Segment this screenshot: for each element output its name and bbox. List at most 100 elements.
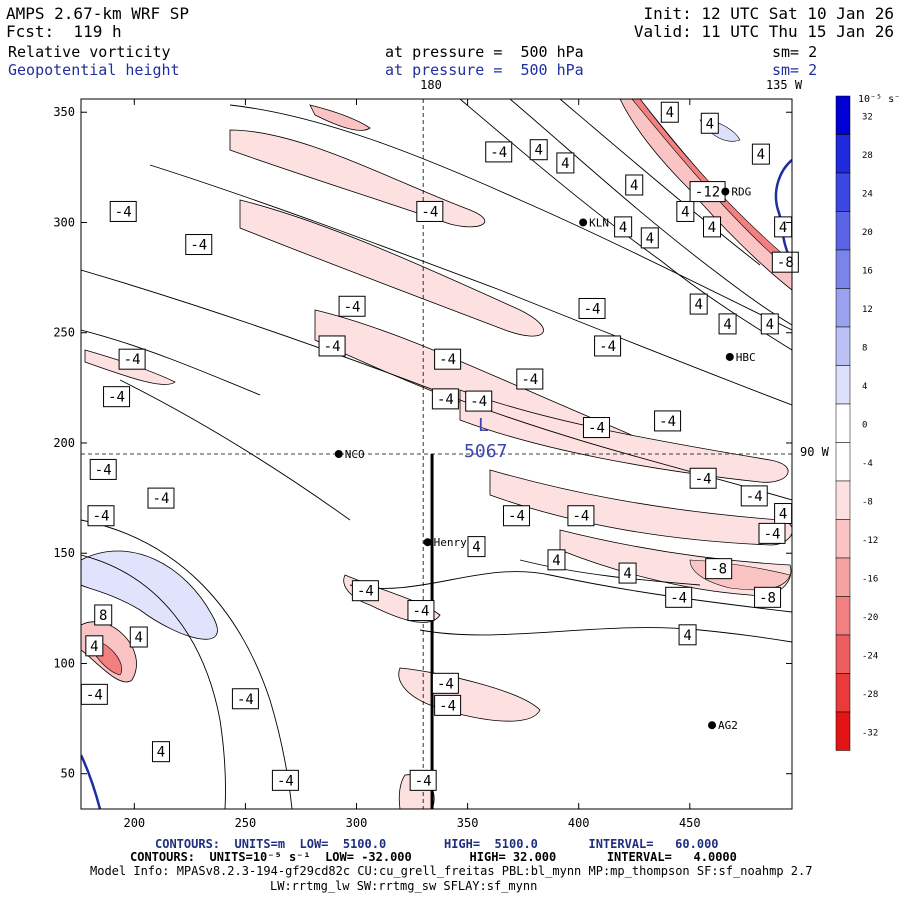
field1-level: at pressure = 500 hPa <box>385 43 584 61</box>
contour-label-value: 4 <box>472 540 480 556</box>
contour-label: -4 <box>416 200 444 222</box>
field1-smoothing: sm= 2 <box>772 43 818 61</box>
contour-label-value: 4 <box>135 630 143 646</box>
contour-label-value: 4 <box>708 220 716 236</box>
contour-label: -8 <box>705 558 733 580</box>
contour-label: 4 <box>751 143 770 165</box>
contour-label-box <box>567 505 595 527</box>
colorbar-level-label: -32 <box>862 728 878 738</box>
contour-label-value: -4 <box>115 204 132 220</box>
colorbar-cell <box>835 288 851 328</box>
contour-label-layer: 4 4 4 -4 4 4 4 -12 -4 -4 4 4 4 4 4 -4 -8 -4 -4 4 4 4 -4 -4 -4 -4 -… <box>80 101 799 791</box>
station-marker <box>708 721 717 730</box>
contour-label: -4 <box>351 580 379 602</box>
contour-label: -4 <box>109 200 137 222</box>
contour-label-value: -8 <box>710 562 727 578</box>
vorticity-fill-layer <box>81 99 792 809</box>
contour-label-box <box>578 297 606 319</box>
contour-label: -4 <box>231 688 259 710</box>
contour-label: -4 <box>665 586 693 608</box>
contour-label: -8 <box>771 251 799 273</box>
contour-label: 4 <box>547 549 566 571</box>
station-layer: NCO Henry KLN RDG HBC AG2 <box>334 186 756 732</box>
station-marker <box>579 218 588 227</box>
contour-label: 4 <box>689 293 708 315</box>
colorbar-level-label: -4 <box>862 459 873 469</box>
vorticity-map: 4 4 4 -4 4 4 4 -12 -4 -4 4 4 4 4 4 -4 -8 -4 -4 4 4 4 -4 -4 -4 -4 -… <box>53 78 829 830</box>
colorbar-cell <box>835 480 851 520</box>
low-center-symbol: L <box>478 415 489 436</box>
contour-label-box <box>467 536 486 558</box>
y-tick-label: 100 <box>53 656 75 670</box>
contour-label-value: 8 <box>99 608 107 624</box>
contour-label-value: 4 <box>552 553 560 569</box>
contours-height-info: CONTOURS: UNITS=m LOW= 5100.0 HIGH= 5100… <box>155 837 719 851</box>
contour-label-value: 4 <box>646 231 654 247</box>
contour-label: 4 <box>151 741 170 763</box>
colorbar-level-label: 4 <box>862 382 867 392</box>
colorbar-level-label: 32 <box>862 112 873 122</box>
contour-label: 4 <box>129 626 148 648</box>
contour-label-box <box>700 112 719 134</box>
y-tick-label: 350 <box>53 105 75 119</box>
contour-label: -4 <box>185 234 213 256</box>
colorbar-level-label: 0 <box>862 420 867 430</box>
model-info-line1: Model Info: MPASv8.2.3-194-gf29cd82c CU:… <box>90 864 813 878</box>
contour-label-box <box>109 200 137 222</box>
contour-label-value: -4 <box>413 604 430 620</box>
contour-label-box <box>434 694 462 716</box>
contour-label: 4 <box>640 227 659 249</box>
contour-label-value: -4 <box>95 462 112 478</box>
contour-label-value: -4 <box>439 352 456 368</box>
contour-label-value: 4 <box>681 204 689 220</box>
height-contour-layer <box>81 159 792 809</box>
contour-label-box <box>582 417 610 439</box>
contour-label: 4 <box>467 536 486 558</box>
contour-label-value: 4 <box>683 628 691 644</box>
contour-label: -4 <box>740 485 768 507</box>
contour-label-value: -4 <box>572 509 589 525</box>
colorbar-cell <box>835 596 851 636</box>
x-tick-label: 200 <box>123 816 145 830</box>
contour-label: -4 <box>582 417 610 439</box>
station-marker <box>423 538 432 547</box>
contour-label: -4 <box>516 368 544 390</box>
contour-label: 4 <box>760 313 779 335</box>
colorbar-cell <box>835 403 851 443</box>
contour-label: -4 <box>654 410 682 432</box>
contour-label-value: 4 <box>779 507 787 523</box>
contour-label-box <box>547 549 566 571</box>
contour-label-value: -4 <box>153 491 170 507</box>
contour-line-layer <box>81 99 792 809</box>
contour-label: -4 <box>465 390 493 412</box>
contour-label-box <box>760 313 779 335</box>
contour-label-value: -4 <box>344 299 361 315</box>
contour-label-box <box>594 335 622 357</box>
init-time: Init: 12 UTC Sat 10 Jan 26 <box>643 4 894 23</box>
low-pressure-center: L 5067 <box>464 415 507 462</box>
contour-label-box <box>754 586 782 608</box>
contour-label-box <box>556 152 575 174</box>
colorbar: 10⁻⁵ s⁻¹ 32 28 24 20 16 12 8 4 0 -4 -8 -12 -16 -20 -24… <box>835 94 900 751</box>
y-tick-label: 150 <box>53 546 75 560</box>
contour-label-value: 4 <box>534 143 542 159</box>
contour-label-value: -4 <box>421 204 438 220</box>
contour-label: -4 <box>485 141 513 163</box>
contour-label-box <box>703 216 722 238</box>
contour-label-box <box>89 458 117 480</box>
contour-label-box <box>516 368 544 390</box>
y-tick-label: 200 <box>53 436 75 450</box>
contour-label: -4 <box>318 335 346 357</box>
contour-label: -4 <box>89 458 117 480</box>
contour-label-box <box>614 216 633 238</box>
colorbar-cell <box>835 519 851 559</box>
station-hbc: HBC <box>725 351 756 364</box>
colorbar-cell <box>835 249 851 289</box>
contour-label-box <box>434 348 462 370</box>
contour-label-box <box>85 635 104 657</box>
contour-label-box <box>502 505 530 527</box>
contour-label-box <box>409 769 437 791</box>
colorbar-cell <box>835 211 851 251</box>
contour-label: -4 <box>578 297 606 319</box>
contour-label: -4 <box>434 694 462 716</box>
